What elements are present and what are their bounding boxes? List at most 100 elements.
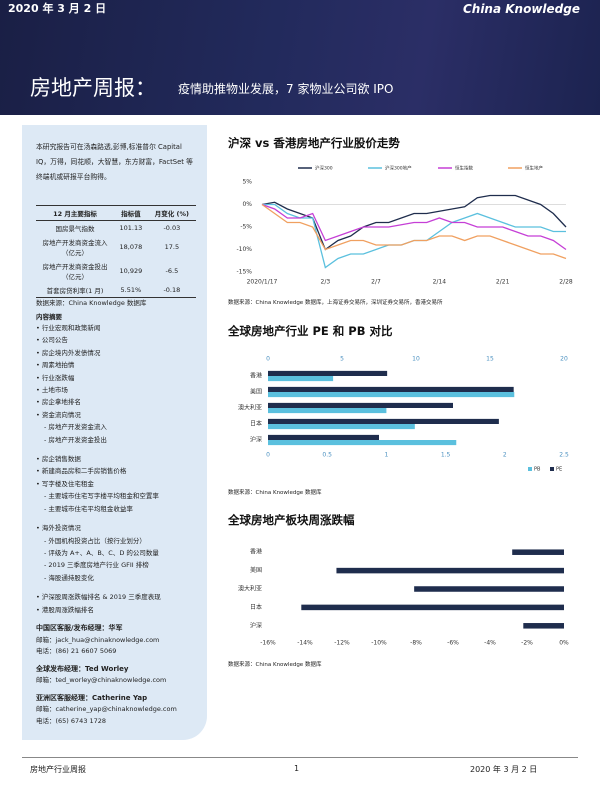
page-number: 1 — [294, 764, 300, 773]
contents-text: 房企境内外发债情况 — [41, 348, 101, 357]
contents-item: • 写字楼及住宅租金 — [36, 479, 94, 488]
contents-text: 评级为 A+、A、B、C、D 的公司数量 — [48, 548, 159, 557]
x-tick-label: 2 — [503, 452, 507, 459]
logo: China Knowledge — [462, 2, 580, 16]
table-row: 房地产开发商资金流入（亿元） 18,078 17.5 — [36, 235, 196, 259]
legend-label: 恒生地产 — [525, 165, 543, 172]
chart: 5% 0% -5% -10% -15% 2020/1/17 2/3 2/7 2/14 2/21 2/… — [236, 165, 573, 286]
legend-swatch — [528, 467, 532, 471]
contents-list: • 行业宏观和政策新闻 • 公司公告 • 房企境内外发债情况 • 周素地拍情 • 行业涨… — [36, 322, 206, 616]
x-tick-label: 0 — [266, 452, 270, 459]
contents-text: 主要城市住宅平均租金收益率 — [48, 504, 133, 513]
contents-subitem: - 主要城市住宅平均租金收益率 — [44, 504, 133, 513]
contact-role: 全球发布经理：Ted Worley — [36, 664, 129, 673]
table-cell: 17.5 — [164, 243, 180, 251]
x2-tick-label: 5 — [340, 356, 344, 363]
y-tick-label: 日本 — [250, 420, 262, 428]
chart-source: 数据来源：China Knowledge 数据库，上海证券交易所，深圳证券交易所… — [228, 300, 443, 306]
contact-line: 电话：(86) 21 6607 5069 — [36, 647, 117, 655]
table-cell: 10,929 — [119, 267, 143, 275]
contents-text: 港股周涨跌幅排名 — [41, 605, 94, 614]
spacer — [36, 515, 206, 522]
bar — [512, 549, 564, 555]
bar — [336, 567, 564, 574]
contact-role: 中国区客服/发布经理：华军 — [36, 624, 123, 632]
x2-tick-label: 10 — [412, 356, 420, 363]
contents-item: • 房企境内外发债情况 — [36, 348, 101, 357]
x-tick-label: -8% — [410, 640, 422, 647]
table-cell: 5.51% — [114, 283, 148, 298]
contents-item: • 公司公告 — [36, 336, 68, 345]
table-cell: -0.18 — [147, 283, 196, 298]
x-tick-label: -6% — [447, 640, 459, 647]
contents-item: • 房企拿地排名 — [36, 398, 81, 407]
footer-date: 2020 年 3 月 2 日 — [470, 765, 538, 774]
chart-title: 全球房地产行业 PE 和 PB 对比 — [228, 324, 393, 338]
contents-text: 公司公告 — [41, 336, 68, 345]
x-tick-label: 2.5 — [559, 452, 569, 459]
line-series — [261, 203, 567, 260]
contents-text: 海股通持股变化 — [48, 573, 94, 582]
contents-text: 新建商品房和二手房销售价格 — [41, 467, 127, 476]
x-tick-label: 2/3 — [321, 279, 331, 286]
table-cell: 房地产开发商资金投出（亿元） — [42, 263, 108, 281]
bar — [301, 604, 564, 611]
footer-title: 房地产行业周报 — [30, 765, 86, 774]
contents-item: • 房企销售数据 — [36, 455, 81, 464]
contact-line: 邮箱：jack_hua@chinaknowledge.com — [36, 635, 160, 644]
contact-line: 邮箱：ted_worley@chinaknowledge.com — [36, 676, 167, 684]
header-cell: 月变化 (%) — [147, 205, 196, 221]
contents-text: 土地市场 — [41, 386, 68, 395]
contents-text: 行业宏观和政策新闻 — [41, 324, 101, 332]
bar — [268, 370, 388, 376]
contents-text: 房地产开发资金流入 — [48, 423, 107, 432]
y-tick-label: 美国 — [250, 566, 262, 574]
table-cell: 18,078 — [119, 243, 143, 251]
contents-text: 外国机构投资占比（按行业划分） — [48, 536, 146, 545]
contents-item: • 资金流向情况 — [36, 410, 81, 419]
x-tick-label: 2/7 — [371, 279, 381, 286]
table-cell: 101.13 — [119, 224, 143, 232]
x2-tick-label: 0 — [266, 356, 270, 363]
bar — [268, 376, 334, 382]
y-tick-label: -5% — [240, 224, 252, 231]
table-header-row: 12 月主要指标 指标值 月变化 (%) — [36, 205, 196, 221]
chart-title: 沪深 vs 香港房地产行业股价走势 — [228, 136, 400, 150]
spacer — [36, 446, 206, 453]
x-tick-label: -12% — [334, 640, 350, 647]
x2-tick-label: 15 — [486, 356, 494, 363]
footer-rule — [22, 757, 578, 758]
x-tick-label: -10% — [371, 640, 387, 647]
contents-text: 房企销售数据 — [41, 455, 81, 464]
header-cell: 指标值 — [114, 205, 148, 221]
y-tick-label: 澳大利亚 — [238, 404, 262, 412]
chart-source: 数据来源：China Knowledge 数据库 — [228, 490, 322, 496]
table-cell: 首套房贷利率(1 月) — [36, 283, 114, 298]
bar — [268, 392, 515, 398]
contents-title: 内容摘要 — [36, 313, 62, 321]
contents-text: 周素地拍情 — [41, 361, 75, 370]
chart-title: 全球房地产板块周涨跌幅 — [228, 513, 355, 527]
contents-item: • 沪深股周涨跌幅排名 & 2019 三季度表现 — [36, 593, 161, 602]
x-tick-label: 2/21 — [496, 279, 510, 286]
date: 2020 年 3 月 2 日 — [8, 2, 107, 15]
table-row: 国房景气指数 101.13 -0.03 — [36, 221, 196, 236]
bar — [268, 386, 514, 392]
contents-item: • 土地市场 — [36, 386, 68, 395]
contents-text: 资金流向情况 — [41, 410, 81, 419]
contents-subitem: - 房地产开发资金投出 — [44, 435, 107, 444]
contents-text: 房地产开发资金投出 — [48, 435, 107, 444]
header-banner: 2020 年 3 月 2 日 China Knowledge 房地产周报： 疫情… — [0, 0, 600, 115]
x-tick-label: 2/28 — [559, 279, 573, 286]
source: 数据来源：China Knowledge 数据库 — [36, 299, 147, 307]
bar — [414, 586, 564, 592]
contact-line: 电话：(65) 6743 1728 — [36, 716, 107, 725]
contents-subitem: - 2019 三季度房地产行业 GFII 排榜 — [44, 561, 149, 570]
x-tick-label: 1.5 — [441, 452, 451, 459]
contacts: 中国区客服/发布经理：华军邮箱：jack_hua@chinaknowledge.… — [36, 617, 206, 727]
contents-item: • 行业宏观和政策新闻 — [36, 324, 101, 332]
bar — [268, 402, 453, 408]
legend-label: PE — [556, 467, 562, 473]
